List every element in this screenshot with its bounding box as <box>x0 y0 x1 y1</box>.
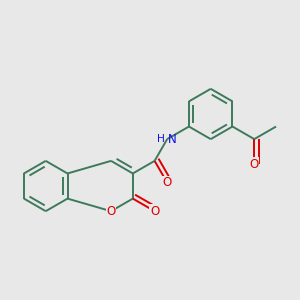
Text: O: O <box>163 176 172 189</box>
Text: H: H <box>157 134 165 144</box>
Text: O: O <box>250 158 259 171</box>
Text: O: O <box>150 205 159 218</box>
Text: N: N <box>168 133 177 146</box>
Text: O: O <box>106 205 116 218</box>
